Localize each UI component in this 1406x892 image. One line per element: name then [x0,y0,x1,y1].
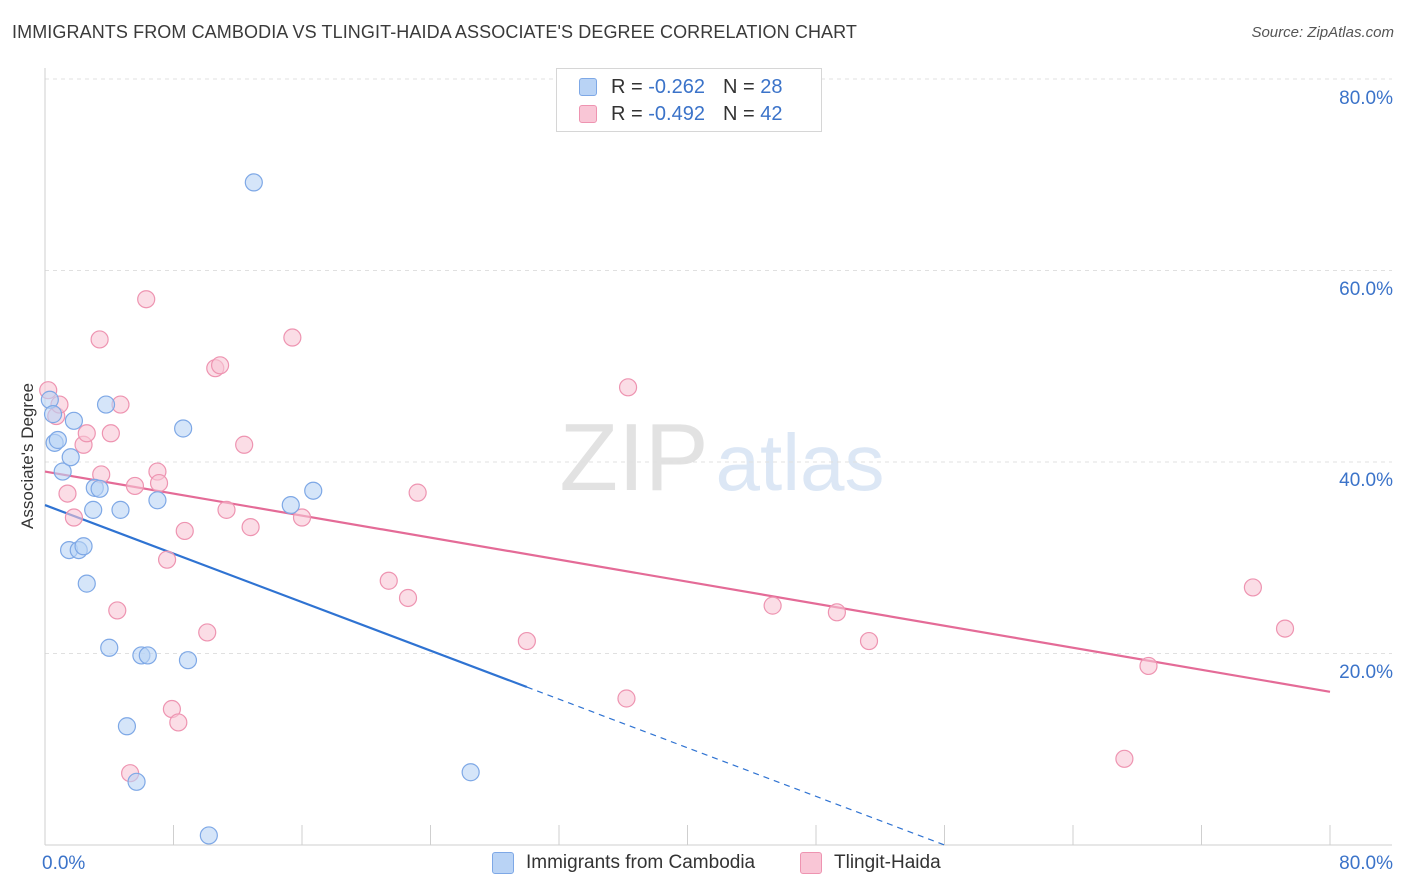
data-point-cambodia [48,430,67,450]
data-point-cambodia [100,638,119,657]
r-value-tlingit: -0.492 [648,102,705,125]
data-point-cambodia [127,772,146,791]
data-point-tlingit [175,521,194,541]
data-point-tlingit [157,550,177,569]
tick-labels: 20.0% 40.0% 60.0% 80.0% 0.0% 80.0% [42,88,1393,874]
y-tick-label: 80.0% [1339,88,1393,109]
data-point-tlingit [217,500,236,519]
trend-line-cambodia-extension [526,686,945,846]
data-point-cambodia [53,462,72,481]
grid-lines [45,78,1392,654]
blue-swatch-icon [492,852,514,874]
data-point-tlingit [241,518,260,537]
data-point-cambodia [43,405,63,424]
trend-line-tlingit [44,470,1331,693]
n-value-tlingit: 42 [760,102,783,125]
data-point-tlingit [1243,578,1263,597]
stats-row-tlingit: R = -0.492 N = 42 [579,102,782,126]
chart-source: Source: ZipAtlas.com [1251,24,1394,41]
x-tick-label: 0.0% [42,853,85,874]
data-point-cambodia [244,173,263,192]
data-point-tlingit [292,508,312,527]
data-point-tlingit [763,596,782,615]
watermark-zip: ZIP [559,404,708,511]
data-point-tlingit [517,631,536,651]
data-point-tlingit [1139,656,1158,676]
pink-swatch-icon [800,852,822,874]
data-point-tlingit [77,424,96,443]
data-point-tlingit [169,713,188,732]
data-point-cambodia [199,826,218,845]
data-point-tlingit [125,476,145,496]
data-point-cambodia [138,646,157,665]
watermark: ZIP atlas [559,404,884,511]
data-point-tlingit [198,623,217,642]
legend-item-tlingit[interactable]: Tlingit-Haida [800,852,941,874]
legend-item-cambodia[interactable]: Immigrants from Cambodia [492,852,755,874]
data-point-cambodia [174,419,193,438]
data-point-tlingit [617,689,636,708]
data-point-cambodia [61,448,80,467]
data-point-tlingit [827,603,846,622]
data-point-tlingit [408,483,427,502]
data-point-cambodia [111,500,130,519]
data-point-cambodia [461,763,480,782]
data-point-cambodia [90,479,109,498]
data-point-tlingit [379,571,398,590]
trend-line-cambodia [44,504,528,689]
r-label: R = [611,102,643,125]
trend-lines [44,470,1331,846]
data-point-cambodia [178,651,198,670]
blue-swatch-icon [579,78,597,96]
pink-swatch-icon [579,105,597,123]
data-point-tlingit [859,631,879,651]
data-point-cambodia [77,574,96,593]
legend-label-cambodia: Immigrants from Cambodia [526,852,756,873]
y-tick-label: 40.0% [1339,470,1393,491]
data-point-tlingit [149,473,169,493]
r-value-cambodia: -0.262 [648,75,705,98]
data-point-tlingit [1275,619,1295,638]
data-point-tlingit [108,601,127,620]
data-point-cambodia [304,481,323,500]
stats-row-cambodia: R = -0.262 N = 28 [579,75,782,99]
n-label: N = [722,75,755,98]
data-point-cambodia [64,411,84,430]
data-point-cambodia [117,717,137,736]
data-point-cambodia [96,395,116,414]
legend: Immigrants from Cambodia Tlingit-Haida [0,852,1406,878]
data-point-tlingit [1115,749,1134,768]
data-point-cambodia [281,495,300,515]
data-point-tlingit [101,424,120,443]
legend-label-tlingit: Tlingit-Haida [834,852,941,873]
data-point-tlingit [283,328,302,347]
data-point-cambodia [84,500,103,519]
x-tick-label: 80.0% [1339,853,1393,874]
data-point-tlingit [137,290,156,309]
data-point-cambodia [148,491,167,510]
data-point-tlingit [90,330,109,349]
y-tick-label: 60.0% [1339,279,1393,300]
n-value-cambodia: 28 [760,75,783,98]
data-point-tlingit [618,378,638,397]
n-label: N = [722,102,755,125]
chart-title: IMMIGRANTS FROM CAMBODIA VS TLINGIT-HAID… [12,22,858,42]
data-point-tlingit [210,356,230,375]
axes [44,68,1392,846]
data-points [39,173,1295,845]
r-label: R = [611,75,643,98]
data-point-tlingit [58,484,77,503]
data-point-tlingit [235,435,254,454]
y-tick-label: 20.0% [1339,662,1393,683]
data-point-tlingit [64,508,84,527]
data-point-cambodia [74,537,93,556]
data-point-tlingit [398,588,418,608]
stats-box: R = -0.262 N = 28 R = -0.492 N = 42 [556,68,822,132]
